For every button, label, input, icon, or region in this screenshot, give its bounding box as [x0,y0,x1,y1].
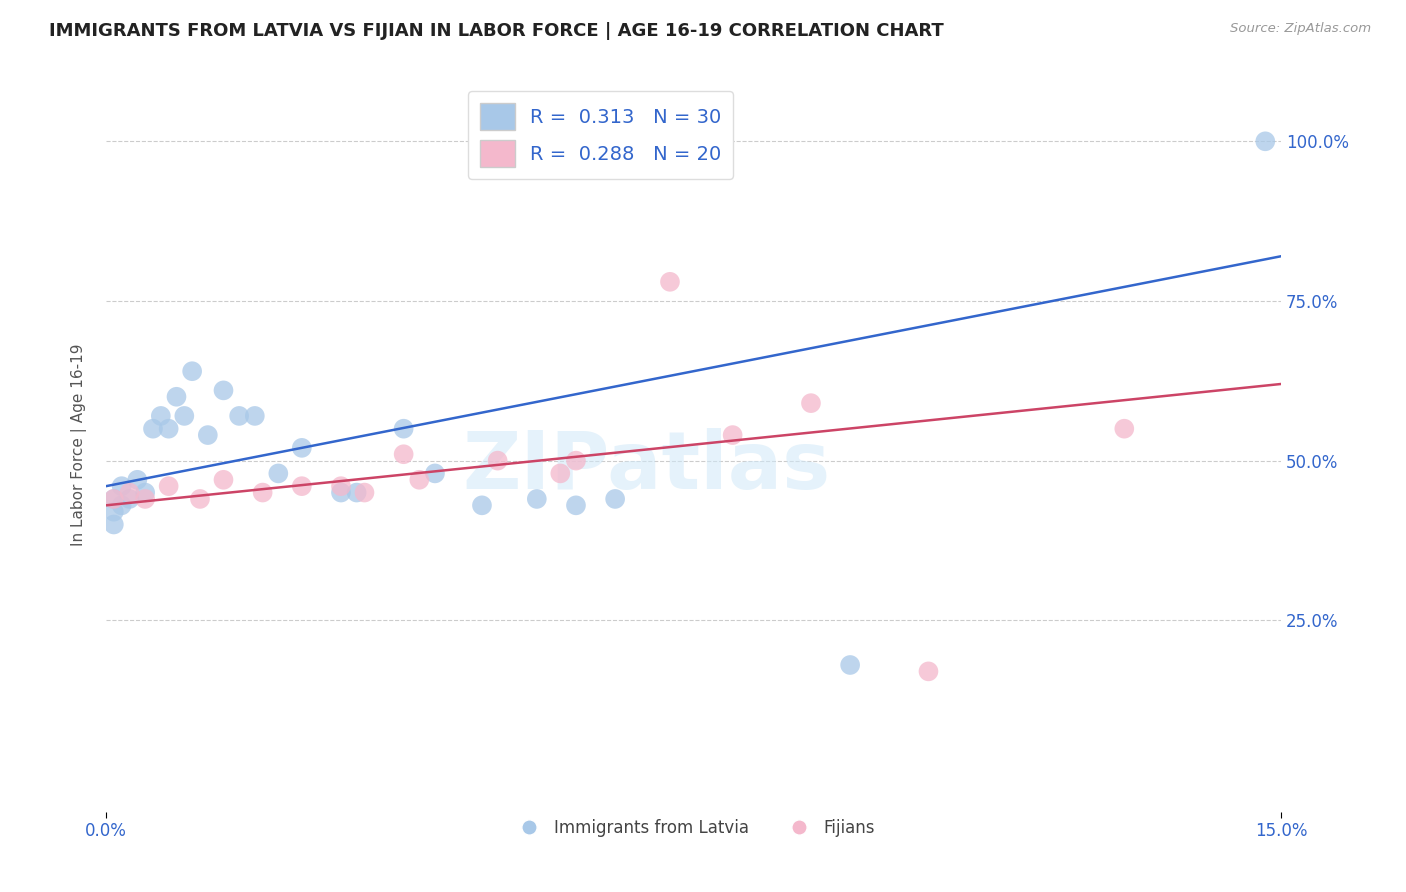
Point [408,473,430,487]
Point [228,409,250,423]
Point [103,491,125,506]
Point [157,422,180,436]
Point [565,453,588,467]
Point [142,422,165,436]
Point [839,658,862,673]
Point [157,479,180,493]
Point [526,491,548,506]
Point [423,467,446,481]
Point [118,485,141,500]
Point [267,467,290,481]
Point [166,390,188,404]
Point [103,505,125,519]
Point [346,485,368,500]
Point [103,491,125,506]
Y-axis label: In Labor Force | Age 16-19: In Labor Force | Age 16-19 [72,343,87,546]
Point [103,517,125,532]
Point [917,665,939,679]
Point [392,447,415,461]
Point [565,499,588,513]
Point [392,422,415,436]
Point [353,485,375,500]
Point [127,473,149,487]
Point [134,491,156,506]
Point [149,409,172,423]
Point [550,467,572,481]
Point [118,491,141,506]
Text: ZIPatlas: ZIPatlas [463,427,831,506]
Point [1114,422,1136,436]
Point [659,275,682,289]
Legend: Immigrants from Latvia, Fijians: Immigrants from Latvia, Fijians [505,813,882,844]
Point [173,409,195,423]
Point [330,485,353,500]
Point [605,491,627,506]
Point [212,473,235,487]
Point [330,479,353,493]
Point [721,428,744,442]
Point [243,409,266,423]
Point [197,428,219,442]
Point [800,396,823,410]
Point [252,485,274,500]
Point [212,384,235,398]
Point [471,499,494,513]
Point [111,499,134,513]
Point [1254,134,1277,148]
Point [181,364,204,378]
Point [291,479,314,493]
Text: IMMIGRANTS FROM LATVIA VS FIJIAN IN LABOR FORCE | AGE 16-19 CORRELATION CHART: IMMIGRANTS FROM LATVIA VS FIJIAN IN LABO… [49,22,943,40]
Point [188,491,211,506]
Point [134,485,156,500]
Point [111,479,134,493]
Point [486,453,509,467]
Point [291,441,314,455]
Text: Source: ZipAtlas.com: Source: ZipAtlas.com [1230,22,1371,36]
